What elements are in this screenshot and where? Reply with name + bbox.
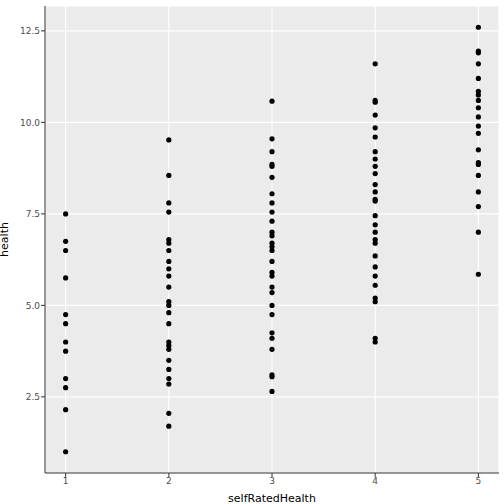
svg-text:3: 3 (269, 476, 275, 486)
svg-text:5.0: 5.0 (26, 301, 41, 311)
svg-text:4: 4 (372, 476, 378, 486)
svg-text:7.5: 7.5 (26, 209, 40, 219)
svg-text:2: 2 (166, 476, 172, 486)
svg-text:5: 5 (475, 476, 481, 486)
svg-text:12.5: 12.5 (20, 26, 40, 36)
svg-text:2.5: 2.5 (26, 392, 40, 402)
svg-text:health: health (8, 222, 11, 257)
svg-text:10.0: 10.0 (20, 118, 40, 128)
svg-text:selfRatedHealth: selfRatedHealth (228, 492, 316, 504)
svg-text:1: 1 (63, 476, 69, 486)
